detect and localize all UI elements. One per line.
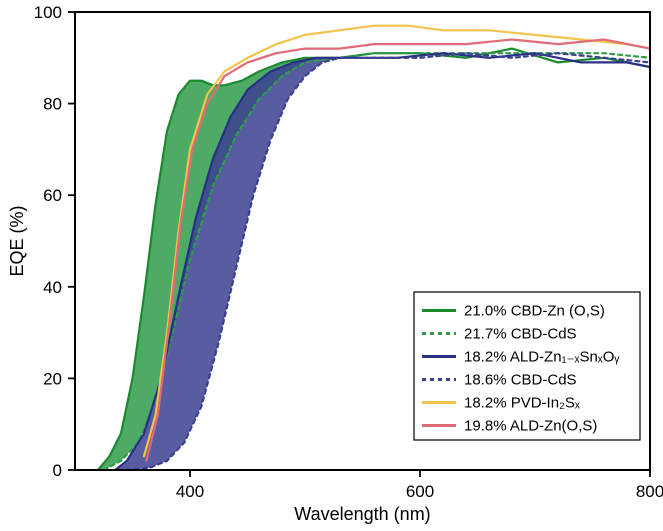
ytick-label: 40: [43, 278, 62, 297]
legend-label: 18.2% ALD-Zn₁₋ₓSnₓOᵧ: [464, 349, 619, 366]
ytick-label: 20: [43, 369, 62, 388]
legend-label: 18.2% PVD-In₂Sₓ: [464, 395, 580, 412]
ytick-label: 0: [53, 461, 62, 480]
legend-label: 18.6% CBD-CdS: [464, 372, 577, 389]
y-axis-label: EQE (%): [7, 205, 27, 276]
fill-regions: [98, 58, 340, 470]
ytick-label: 60: [43, 186, 62, 205]
legend: 21.0% CBD-Zn (O,S) 21.7% CBD-CdS 18.2% ALD…: [414, 292, 640, 440]
chart-svg: 400 600 800 0 20 40 60 80 100 Wavelength (nm) EQE …: [0, 0, 663, 531]
xtick-label: 800: [636, 482, 663, 501]
legend-label: 21.7% CBD-CdS: [464, 326, 577, 343]
x-axis-label: Wavelength (nm): [294, 504, 430, 524]
xtick-label: 600: [406, 482, 434, 501]
legend-label: 19.8% ALD-Zn(O,S): [464, 418, 597, 435]
xtick-label: 400: [176, 482, 204, 501]
ytick-label: 100: [34, 3, 62, 22]
legend-label: 21.0% CBD-Zn (O,S): [464, 303, 605, 320]
eqe-chart: 400 600 800 0 20 40 60 80 100 Wavelength (nm) EQE …: [0, 0, 663, 531]
ytick-label: 80: [43, 95, 62, 114]
